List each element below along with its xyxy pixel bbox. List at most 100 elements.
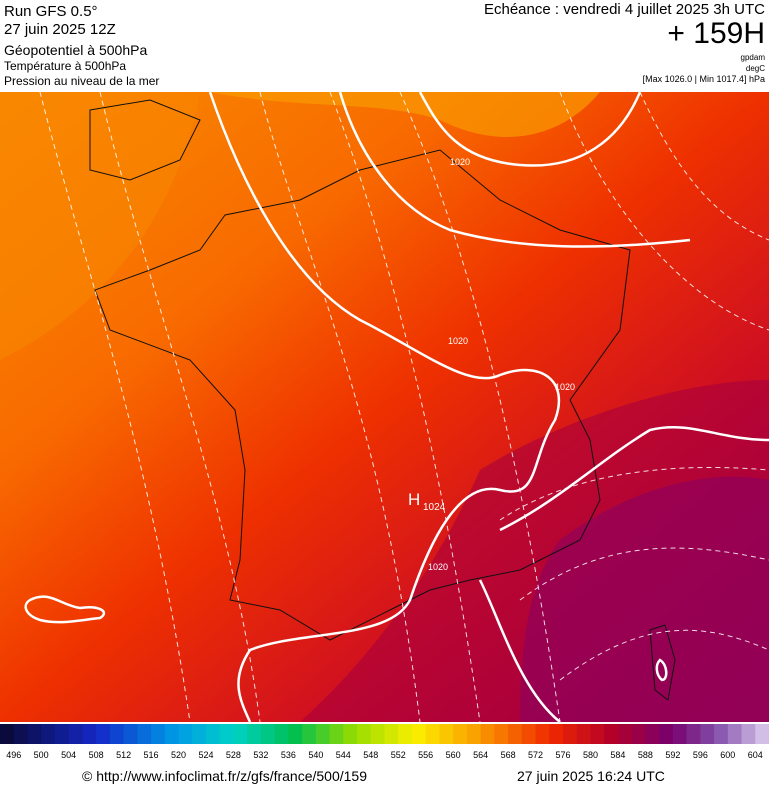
color-swatch (741, 724, 756, 744)
field-name: Pression au niveau de la mer (4, 74, 159, 88)
run-label: Run GFS 0.5° (4, 3, 98, 20)
color-swatch (576, 724, 591, 744)
color-swatch (631, 724, 646, 744)
scale-label: 536 (281, 750, 296, 760)
scale-label: 524 (198, 750, 213, 760)
color-swatch (384, 724, 399, 744)
color-swatch (109, 724, 125, 744)
scale-label: 496 (6, 750, 21, 760)
scale-label: 580 (583, 750, 598, 760)
color-swatch (645, 724, 660, 744)
field-name: Géopotentiel à 500hPa (4, 42, 147, 58)
color-swatch (494, 724, 509, 744)
scale-label: 532 (253, 750, 268, 760)
color-swatch (13, 724, 28, 744)
color-swatch (549, 724, 564, 744)
color-swatch (247, 724, 262, 744)
color-swatch (178, 724, 193, 744)
color-swatch (27, 724, 42, 744)
scale-label: 548 (363, 750, 378, 760)
scale-label: 540 (308, 750, 323, 760)
map: 1020 1020 1020 1020 H 1024 (0, 92, 769, 722)
scale-label: 528 (226, 750, 241, 760)
color-scale: 496 500 504 508 512 516 520 524 528 532 536 540 544 5… (0, 724, 769, 760)
color-swatch (411, 724, 427, 744)
color-swatch (370, 724, 385, 744)
color-swatch (260, 724, 276, 744)
color-swatch (123, 724, 138, 744)
color-swatch (137, 724, 152, 744)
color-swatch (288, 724, 303, 744)
scale-label: 544 (336, 750, 351, 760)
source-url: © http://www.infoclimat.fr/z/gfs/france/… (82, 768, 367, 784)
color-swatch (535, 724, 550, 744)
scale-label: 604 (748, 750, 763, 760)
color-swatch (0, 724, 15, 744)
color-swatch (508, 724, 523, 744)
color-swatch (727, 724, 743, 744)
unit: degC (746, 64, 765, 73)
scale-label: 504 (61, 750, 76, 760)
color-swatch (315, 724, 331, 744)
color-swatch (439, 724, 454, 744)
color-swatch (41, 724, 56, 744)
high-pressure-marker: H (408, 490, 420, 509)
scale-label: 584 (610, 750, 625, 760)
pressure-range: [Max 1026.0 | Min 1017.4] hPa (643, 74, 765, 84)
scale-label: 572 (528, 750, 543, 760)
scale-label: 556 (418, 750, 433, 760)
color-swatch (82, 724, 97, 744)
coastline (94, 149, 631, 641)
scale-label: 508 (89, 750, 104, 760)
lead-time: + 159H (667, 17, 765, 50)
color-swatch (398, 724, 413, 744)
color-swatch (219, 724, 234, 744)
scale-label: 500 (34, 750, 49, 760)
run-date: 27 juin 2025 12Z (4, 21, 116, 38)
isobar-label: 1020 (450, 157, 470, 167)
color-swatch (659, 724, 674, 744)
color-swatch (604, 724, 619, 744)
header: Run GFS 0.5° 27 juin 2025 12Z Géopotenti… (4, 1, 765, 88)
scale-label: 512 (116, 750, 131, 760)
scale-label: 592 (665, 750, 680, 760)
scale-label: 576 (556, 750, 571, 760)
color-swatch (755, 724, 769, 744)
color-swatch (343, 724, 358, 744)
scale-label: 588 (638, 750, 653, 760)
color-swatch (205, 724, 221, 744)
color-swatch (521, 724, 537, 744)
high-pressure-value: 1024 (423, 502, 446, 513)
color-swatch (480, 724, 495, 744)
color-swatch (617, 724, 633, 744)
scale-label: 596 (693, 750, 708, 760)
unit: gpdam (741, 53, 766, 62)
color-swatch (700, 724, 715, 744)
color-swatch (274, 724, 289, 744)
scale-label: 600 (720, 750, 735, 760)
isobar-label: 1020 (428, 562, 448, 572)
color-swatch (302, 724, 317, 744)
isobar-label: 1020 (555, 382, 575, 392)
color-swatch (672, 724, 688, 744)
scale-label: 560 (446, 750, 461, 760)
field-name: Température à 500hPa (4, 59, 126, 73)
color-swatch (164, 724, 180, 744)
color-swatch (590, 724, 605, 744)
color-swatch (192, 724, 207, 744)
forecast-time: Echéance : vendredi 4 juillet 2025 3h UT… (484, 1, 765, 18)
isobar-label: 1020 (448, 336, 468, 346)
color-swatch (96, 724, 111, 744)
scale-label: 564 (473, 750, 488, 760)
scale-label: 568 (501, 750, 516, 760)
color-swatch (357, 724, 372, 744)
scale-label: 552 (391, 750, 406, 760)
color-swatch (563, 724, 578, 744)
timestamp: 27 juin 2025 16:24 UTC (517, 768, 665, 784)
color-swatch (714, 724, 729, 744)
color-swatch (54, 724, 70, 744)
color-swatch (233, 724, 248, 744)
scale-label: 516 (144, 750, 159, 760)
